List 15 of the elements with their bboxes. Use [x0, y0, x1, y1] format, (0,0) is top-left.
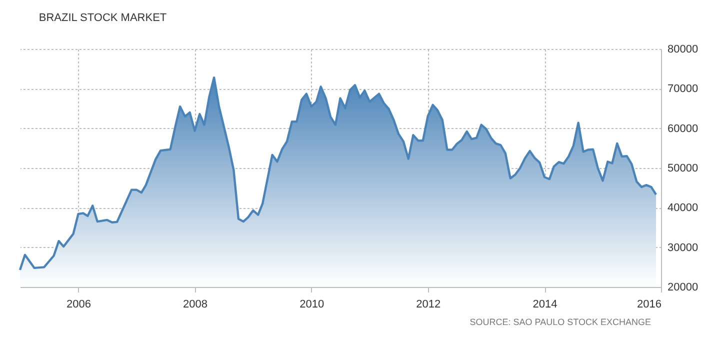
chart-title: BRAZIL STOCK MARKET	[38, 12, 167, 24]
y-tick-label: 20000	[668, 282, 698, 294]
y-tick-label: 70000	[668, 83, 698, 96]
source-note: SOURCE: SAO PAULO STOCK EXCHANGE	[470, 317, 651, 327]
y-tick-label: 80000	[668, 44, 698, 56]
x-tick-label: 2006	[66, 298, 91, 310]
y-tick-label: 30000	[668, 242, 698, 254]
x-tick-label: 2016	[637, 298, 662, 310]
y-tick-label: 50000	[668, 162, 698, 174]
y-tick-label: 60000	[668, 122, 698, 135]
x-tick-label: 2008	[182, 298, 208, 310]
x-tick-label: 2012	[416, 298, 441, 310]
x-tick-label: 2014	[532, 298, 558, 310]
x-tick-label: 2010	[300, 298, 324, 310]
y-tick-label: 40000	[668, 202, 698, 214]
